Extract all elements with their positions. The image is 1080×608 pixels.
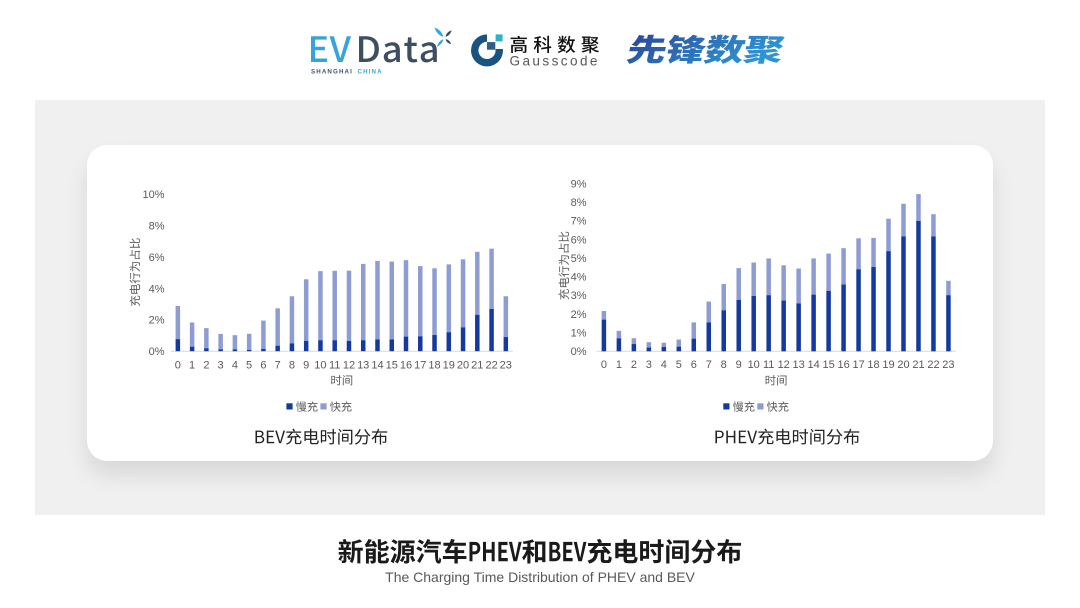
- svg-text:5: 5: [676, 359, 682, 371]
- svg-text:0%: 0%: [149, 346, 165, 358]
- svg-text:3: 3: [218, 360, 224, 372]
- svg-text:Gausscode: Gausscode: [510, 54, 600, 69]
- svg-text:9: 9: [736, 359, 742, 371]
- svg-text:14: 14: [371, 360, 383, 372]
- svg-text:2: 2: [631, 359, 637, 371]
- svg-text:4%: 4%: [149, 283, 165, 295]
- svg-text:14: 14: [807, 359, 819, 371]
- svg-text:17: 17: [414, 360, 426, 372]
- svg-text:3%: 3%: [571, 290, 587, 302]
- svg-text:1: 1: [189, 360, 195, 372]
- svg-text:9%: 9%: [571, 178, 587, 190]
- svg-text:4%: 4%: [571, 272, 587, 284]
- svg-text:19: 19: [443, 360, 455, 372]
- svg-text:CHINA: CHINA: [358, 69, 383, 76]
- svg-text:21: 21: [912, 359, 924, 371]
- svg-text:13: 13: [357, 360, 369, 372]
- svg-text:7%: 7%: [571, 216, 587, 228]
- svg-text:10: 10: [314, 360, 326, 372]
- svg-text:16: 16: [400, 360, 412, 372]
- svg-text:2%: 2%: [571, 309, 587, 321]
- svg-text:21: 21: [471, 360, 483, 372]
- svg-text:22: 22: [485, 360, 497, 372]
- svg-text:8%: 8%: [149, 221, 165, 233]
- svg-text:15: 15: [822, 359, 834, 371]
- svg-text:16: 16: [837, 359, 849, 371]
- svg-text:20: 20: [457, 360, 469, 372]
- svg-text:6: 6: [260, 360, 266, 372]
- svg-text:7: 7: [275, 360, 281, 372]
- svg-text:1: 1: [616, 359, 622, 371]
- svg-text:4: 4: [232, 360, 238, 372]
- svg-text:0%: 0%: [571, 346, 587, 358]
- svg-text:22: 22: [927, 359, 939, 371]
- svg-text:19: 19: [882, 359, 894, 371]
- svg-text:20: 20: [897, 359, 909, 371]
- svg-text:8: 8: [721, 359, 727, 371]
- svg-text:0: 0: [601, 359, 607, 371]
- svg-text:12: 12: [343, 360, 355, 372]
- svg-text:5%: 5%: [571, 253, 587, 265]
- svg-text:3: 3: [646, 359, 652, 371]
- svg-text:23: 23: [942, 359, 954, 371]
- svg-text:18: 18: [428, 360, 440, 372]
- svg-text:17: 17: [852, 359, 864, 371]
- svg-text:11: 11: [763, 359, 774, 371]
- svg-text:6: 6: [691, 359, 697, 371]
- svg-text:The Charging Time Distribution: The Charging Time Distribution of PHEV a…: [385, 569, 695, 585]
- svg-text:23: 23: [500, 360, 512, 372]
- svg-text:2: 2: [203, 360, 209, 372]
- svg-text:4: 4: [661, 359, 667, 371]
- svg-text:10%: 10%: [142, 189, 164, 201]
- svg-text:6%: 6%: [149, 252, 165, 264]
- svg-text:18: 18: [867, 359, 879, 371]
- svg-text:1%: 1%: [571, 328, 587, 340]
- svg-text:15: 15: [386, 360, 398, 372]
- svg-text:8%: 8%: [571, 197, 587, 209]
- svg-text:7: 7: [706, 359, 712, 371]
- svg-text:6%: 6%: [571, 234, 587, 246]
- svg-text:5: 5: [246, 360, 252, 372]
- svg-text:13: 13: [792, 359, 804, 371]
- svg-text:0: 0: [175, 360, 181, 372]
- svg-text:12: 12: [778, 359, 790, 371]
- svg-text:2%: 2%: [149, 315, 165, 327]
- svg-text:9: 9: [303, 360, 309, 372]
- svg-text:11: 11: [329, 360, 340, 372]
- svg-text:10: 10: [748, 359, 760, 371]
- svg-text:8: 8: [289, 360, 295, 372]
- svg-text:SHANGHAI: SHANGHAI: [311, 69, 353, 76]
